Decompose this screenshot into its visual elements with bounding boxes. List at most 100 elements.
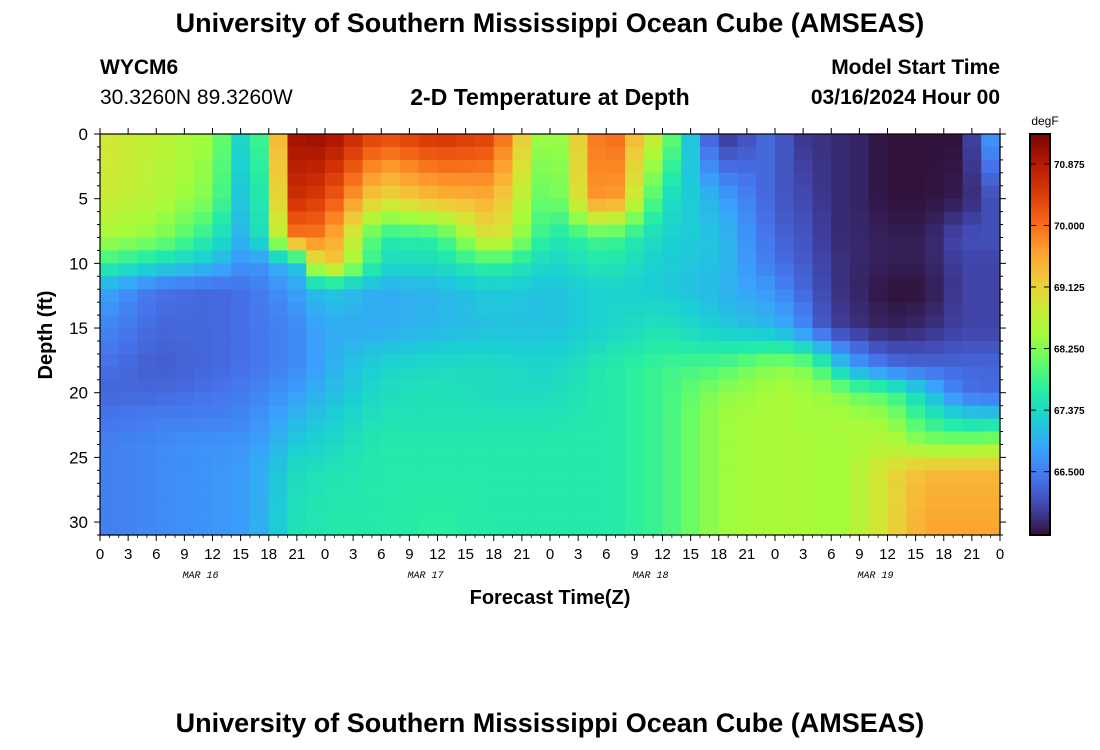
heatmap-cell xyxy=(606,224,626,239)
heatmap-cell xyxy=(493,418,514,433)
heatmap-cell xyxy=(793,444,814,458)
heatmap-cell xyxy=(981,263,1001,277)
heatmap-cell xyxy=(418,263,439,277)
heatmap-cell xyxy=(812,237,832,252)
heatmap-cell xyxy=(700,496,720,510)
heatmap-cell xyxy=(156,483,176,497)
heatmap-cell xyxy=(362,237,382,252)
heatmap-cell xyxy=(643,444,664,458)
x-tick-label: 6 xyxy=(602,546,610,563)
heatmap-cell xyxy=(418,522,439,536)
heatmap-cell xyxy=(943,418,964,433)
heatmap-cell xyxy=(868,237,889,252)
heatmap-cell xyxy=(943,483,964,497)
heatmap-cell xyxy=(531,340,551,355)
heatmap-cell xyxy=(287,353,307,368)
heatmap-cell xyxy=(231,392,251,407)
heatmap-cell xyxy=(531,366,551,381)
heatmap-cell xyxy=(906,431,926,446)
heatmap-cell xyxy=(250,431,270,446)
heatmap-cell xyxy=(793,250,814,264)
heatmap-cell xyxy=(700,134,720,148)
heatmap-cell xyxy=(812,315,832,329)
heatmap-cell xyxy=(756,224,776,239)
heatmap-cell xyxy=(231,289,251,303)
x-tick-label: 21 xyxy=(739,546,756,563)
heatmap-cell xyxy=(400,392,420,407)
heatmap-cell xyxy=(400,302,420,316)
heatmap-cell xyxy=(400,289,420,303)
heatmap-cell xyxy=(493,522,514,536)
heatmap-cell xyxy=(625,418,645,433)
heatmap-cell xyxy=(868,353,889,368)
heatmap-cell xyxy=(512,405,532,420)
heatmap-cell xyxy=(568,405,589,420)
heatmap-cell xyxy=(887,353,907,368)
heatmap-cell xyxy=(231,353,251,368)
heatmap-cell xyxy=(587,211,607,226)
heatmap-cell xyxy=(325,483,345,497)
heatmap-cell xyxy=(512,185,532,200)
heatmap-cell xyxy=(343,444,364,458)
heatmap-cell xyxy=(118,315,139,329)
heatmap-cell xyxy=(718,457,739,471)
heatmap-cell xyxy=(212,315,232,329)
heatmap-cell xyxy=(512,172,532,187)
heatmap-cell xyxy=(925,159,945,174)
heatmap-cell xyxy=(400,379,420,394)
heatmap-cell xyxy=(718,237,739,252)
heatmap-cell xyxy=(943,444,964,458)
heatmap-cell xyxy=(906,159,926,174)
heatmap-cell xyxy=(343,340,364,355)
heatmap-cell xyxy=(681,431,701,446)
heatmap-cell xyxy=(906,211,926,226)
heatmap-cell xyxy=(156,185,176,200)
heatmap-cell xyxy=(962,392,982,407)
heatmap-cell xyxy=(475,250,495,264)
heatmap-cell xyxy=(250,340,270,355)
heatmap-cell xyxy=(868,302,889,316)
heatmap-cell xyxy=(831,457,851,471)
heatmap-cell xyxy=(531,353,551,368)
heatmap-cell xyxy=(437,276,457,290)
heatmap-cell xyxy=(475,315,495,329)
heatmap-cell xyxy=(175,250,195,264)
heatmap-cell xyxy=(568,250,589,264)
heatmap-cell xyxy=(193,405,214,420)
heatmap-cell xyxy=(212,250,232,264)
heatmap-cell xyxy=(756,198,776,213)
heatmap-cell xyxy=(437,172,457,187)
heatmap-cell xyxy=(850,496,870,510)
heatmap-cell xyxy=(250,328,270,342)
heatmap-cell xyxy=(587,457,607,471)
heatmap-cell xyxy=(325,276,345,290)
heatmap-cell xyxy=(325,431,345,446)
heatmap-cell xyxy=(737,418,757,433)
x-tick-label: 15 xyxy=(682,546,699,563)
heatmap-cell xyxy=(118,224,139,239)
heatmap-cell xyxy=(175,146,195,161)
heatmap-cell xyxy=(887,483,907,497)
heatmap-cell xyxy=(456,353,476,368)
heatmap-cell xyxy=(456,328,476,342)
heatmap-cell xyxy=(587,405,607,420)
heatmap-cell xyxy=(287,250,307,264)
heatmap-cell xyxy=(962,250,982,264)
heatmap-cell xyxy=(681,418,701,433)
heatmap-cell xyxy=(137,198,157,213)
heatmap-cell xyxy=(456,289,476,303)
heatmap-cell xyxy=(437,522,457,536)
heatmap-cell xyxy=(943,159,964,174)
heatmap-cell xyxy=(381,353,401,368)
heatmap-cell xyxy=(400,211,420,226)
heatmap-cell xyxy=(681,328,701,342)
heatmap-cell xyxy=(906,470,926,484)
heatmap-cell xyxy=(325,457,345,471)
heatmap-cell xyxy=(306,198,326,213)
heatmap-cell xyxy=(775,263,795,277)
heatmap-cell xyxy=(887,315,907,329)
heatmap-cell xyxy=(400,237,420,252)
heatmap-cell xyxy=(981,289,1001,303)
heatmap-cell xyxy=(775,276,795,290)
heatmap-cell xyxy=(475,457,495,471)
